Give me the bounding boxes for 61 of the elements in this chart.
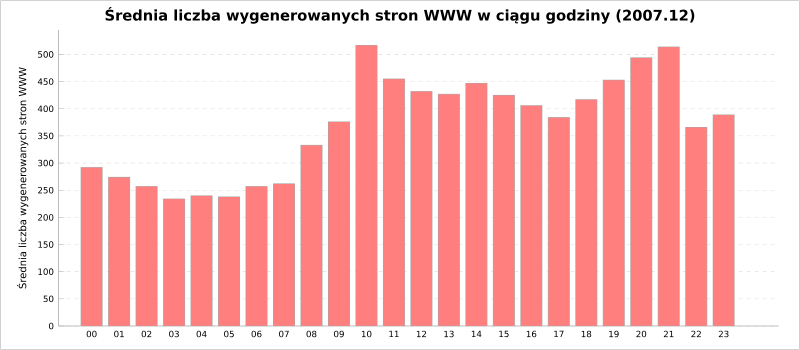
bar	[575, 99, 598, 326]
x-tick-label: 11	[389, 330, 399, 338]
x-tick-label: 04	[196, 330, 207, 338]
bar	[328, 122, 350, 326]
y-tick-label: 350	[38, 132, 54, 140]
y-tick-label: 500	[38, 51, 54, 58]
x-tick-label: 19	[609, 330, 619, 338]
y-tick-label: 100	[38, 268, 54, 275]
x-tick-label: 06	[252, 330, 262, 338]
bar	[273, 183, 295, 326]
x-tick-label: 08	[306, 330, 316, 338]
y-tick-label: 200	[38, 214, 54, 221]
bar	[548, 117, 570, 326]
bar	[382, 78, 405, 326]
x-tick-label: 18	[582, 330, 592, 338]
y-tick-label: 0	[49, 322, 54, 330]
x-tick-label: 16	[526, 330, 536, 338]
x-tick-label: 03	[169, 330, 179, 338]
bar	[300, 144, 322, 326]
x-tick-label: 21	[664, 330, 674, 338]
bar	[630, 57, 652, 326]
x-tick-label: 23	[718, 330, 729, 338]
chart-title: Średnia liczba wygenerowanych stron WWW w ciągu godziny (2007.12)	[106, 6, 694, 24]
bar	[80, 167, 103, 326]
y-tick-label: 400	[38, 105, 54, 112]
bar	[355, 44, 378, 326]
y-tick-label: 50	[44, 296, 54, 302]
x-tick-label: 20	[636, 330, 646, 338]
y-tick-label: 250	[38, 186, 54, 194]
bar	[465, 82, 488, 326]
bar	[520, 105, 542, 326]
x-tick-label: 12	[416, 330, 426, 338]
x-tick-label: 00	[86, 330, 97, 338]
bar	[712, 114, 735, 326]
x-tick-label: 07	[279, 330, 289, 338]
bar	[246, 186, 268, 326]
x-tick-label: 22	[691, 330, 701, 338]
bar	[218, 196, 240, 326]
bar	[658, 46, 680, 326]
bar	[438, 94, 460, 326]
y-tick-label: 300	[38, 160, 54, 166]
x-tick-label: 13	[444, 330, 454, 338]
y-tick-label: 450	[38, 78, 54, 85]
x-tick-label: 02	[142, 330, 152, 338]
bar	[685, 126, 708, 326]
x-tick-label: 17	[554, 330, 564, 338]
x-tick-label: 10	[362, 330, 372, 338]
y-axis-title: Średnia liczba wygenerowanych stron WWW	[16, 67, 28, 288]
bar	[163, 198, 186, 326]
x-tick-label: 01	[114, 330, 124, 338]
x-tick-label: 14	[472, 330, 482, 338]
bar	[108, 176, 130, 326]
x-tick-label: 05	[224, 330, 234, 338]
x-tick-label: 09	[334, 330, 344, 338]
bar	[410, 91, 432, 326]
x-tick-label: 15	[499, 330, 509, 338]
bar	[190, 195, 213, 326]
bar	[602, 80, 625, 326]
bar	[492, 94, 515, 326]
y-tick-label: 150	[38, 241, 54, 248]
bar	[136, 186, 158, 326]
